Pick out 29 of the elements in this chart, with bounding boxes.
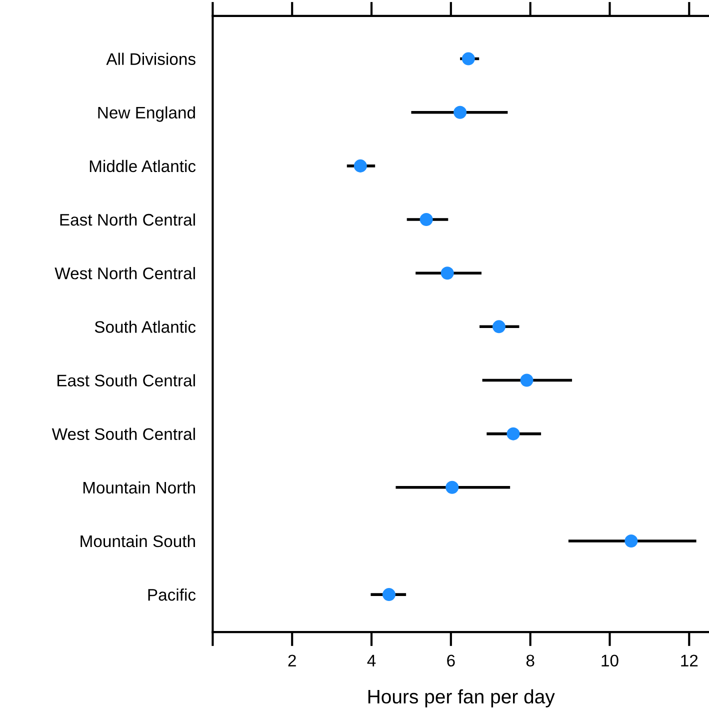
point (462, 52, 475, 66)
point (520, 374, 534, 387)
point (506, 427, 520, 440)
y-tick-label: West South Central (52, 428, 195, 440)
x-tick-label: 4 (367, 654, 376, 666)
y-tick-label: All Divisions (106, 52, 196, 65)
x-axis-title: Hours per fan per day (368, 689, 555, 708)
y-tick-label: South Atlantic (94, 320, 196, 333)
point (454, 106, 467, 119)
y-tick-label: Pacific (148, 588, 196, 601)
point (440, 266, 454, 280)
y-tick-label: West North Central (54, 267, 195, 280)
y-tick-label: East North Central (60, 213, 195, 226)
point (354, 159, 367, 172)
y-tick-label: Mountain South (80, 534, 195, 548)
point (382, 588, 396, 602)
point (624, 534, 638, 548)
y-tick-label: Middle Atlantic (90, 160, 196, 172)
point (446, 480, 459, 494)
point (420, 213, 433, 226)
x-tick-label: 12 (681, 654, 698, 666)
x-tick-label: 6 (447, 654, 455, 667)
point (492, 320, 506, 334)
y-tick-label: East South Central (58, 374, 195, 386)
x-tick-label: 2 (288, 654, 296, 666)
y-tick-label: New England (98, 106, 195, 122)
x-tick-label: 10 (602, 654, 618, 667)
x-tick-label: 8 (526, 654, 534, 667)
y-tick-label: Mountain North (83, 481, 195, 494)
